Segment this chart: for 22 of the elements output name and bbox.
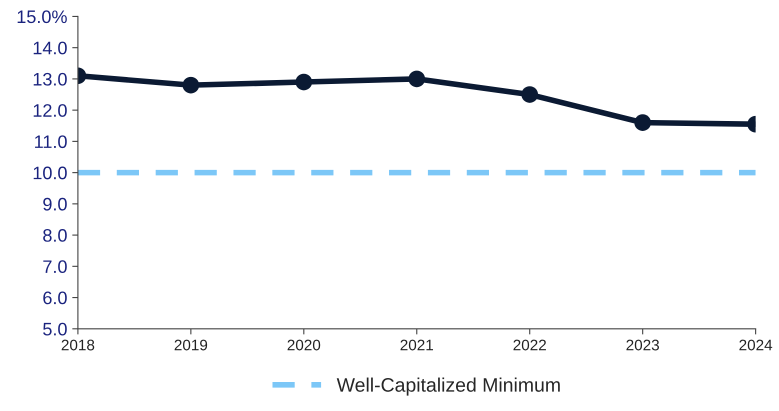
y-tick-label: 7.0 xyxy=(43,260,67,274)
x-tick-label: 2024 xyxy=(739,340,772,350)
point xyxy=(295,74,312,90)
y-tick-label: 12.0 xyxy=(34,104,67,117)
x-tick-label: 2023 xyxy=(626,340,659,350)
point xyxy=(521,86,538,103)
y-tick-label: 8.0 xyxy=(43,229,67,242)
x-tick-label: 2021 xyxy=(400,340,434,350)
x-tick-label: 2022 xyxy=(513,340,546,350)
y-tick-label: 5.0 xyxy=(43,322,67,336)
x-tick-label: 2019 xyxy=(174,340,208,350)
y-tick-label: 10.0 xyxy=(34,166,67,180)
y-tick-label: 13.0 xyxy=(34,72,67,86)
legend-label: Well-Capitalized Minimum xyxy=(336,378,560,396)
x-tick-label: 2020 xyxy=(288,340,320,350)
y-tick-label: 6.0 xyxy=(43,292,67,304)
point xyxy=(408,70,426,88)
y-tick-label: 11.0 xyxy=(35,135,67,148)
y-tick-label: 14.0 xyxy=(34,42,67,54)
y-tick-label: 9.0 xyxy=(43,198,67,211)
y-tick-label: 15.0% xyxy=(18,10,67,24)
x-tick-label: 2018 xyxy=(62,340,94,350)
